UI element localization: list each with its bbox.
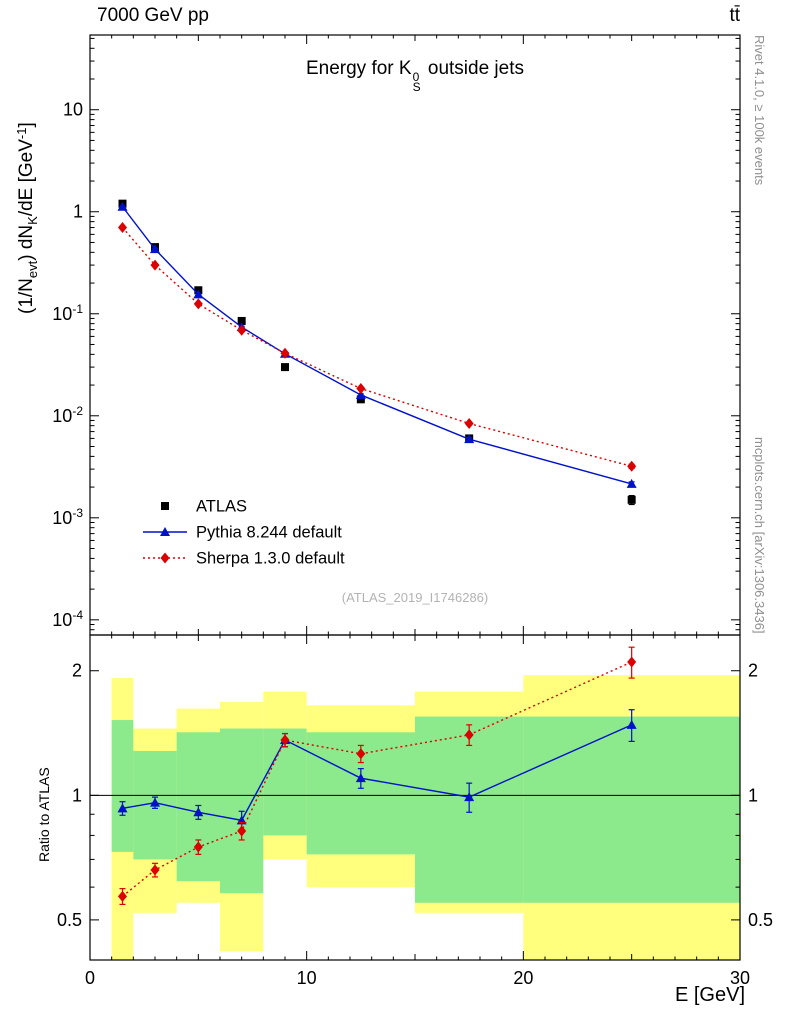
svg-text:30: 30 <box>730 968 750 988</box>
mcplots-citation-note: mcplots.cern.ch [arXiv:1306.3436] <box>752 437 767 634</box>
uncertainty-bands <box>111 675 740 960</box>
svg-text:1: 1 <box>748 785 758 805</box>
svg-text:10-4: 10-4 <box>52 608 83 630</box>
x-axis-label: E [GeV] <box>674 984 745 1006</box>
main-series <box>117 199 637 506</box>
svg-text:2: 2 <box>72 661 82 681</box>
svg-text:10: 10 <box>63 100 83 120</box>
rivet-version-note: Rivet 4.1.0, ≥ 100k events <box>752 35 767 186</box>
svg-text:0.5: 0.5 <box>57 910 82 930</box>
process-label: tt̄ <box>729 5 740 26</box>
svg-text:10-3: 10-3 <box>52 506 83 528</box>
svg-text:1: 1 <box>73 202 83 222</box>
svg-text:0.5: 0.5 <box>748 910 773 930</box>
legend-label: Sherpa 1.3.0 default <box>196 550 345 568</box>
beam-energy-label: 7000 GeV pp <box>97 5 209 26</box>
ratio-series <box>117 646 637 906</box>
legend-label: ATLAS <box>196 498 247 516</box>
svg-text:10-2: 10-2 <box>52 404 83 426</box>
svg-text:0: 0 <box>85 968 95 988</box>
plot-title-post: outside jets <box>422 58 525 79</box>
svg-text:2: 2 <box>748 661 758 681</box>
analysis-id-watermark: (ATLAS_2019_I1746286) <box>341 590 489 605</box>
legend: ATLAS Pythia 8.244 default Sherpa 1.3.0 de… <box>143 498 345 568</box>
legend-label: Pythia 8.244 default <box>196 524 342 542</box>
svg-text:20: 20 <box>513 968 533 988</box>
axes: 0 10 20 30 10-4 10-3 10-2 10-1 1 10 0.5 0.5 1 1 2 2 <box>52 34 773 988</box>
svg-text:10: 10 <box>297 968 317 988</box>
svg-text:10-1: 10-1 <box>52 302 83 324</box>
plot-title-pre: Energy for K <box>305 58 412 79</box>
svg-text:1: 1 <box>72 785 82 805</box>
